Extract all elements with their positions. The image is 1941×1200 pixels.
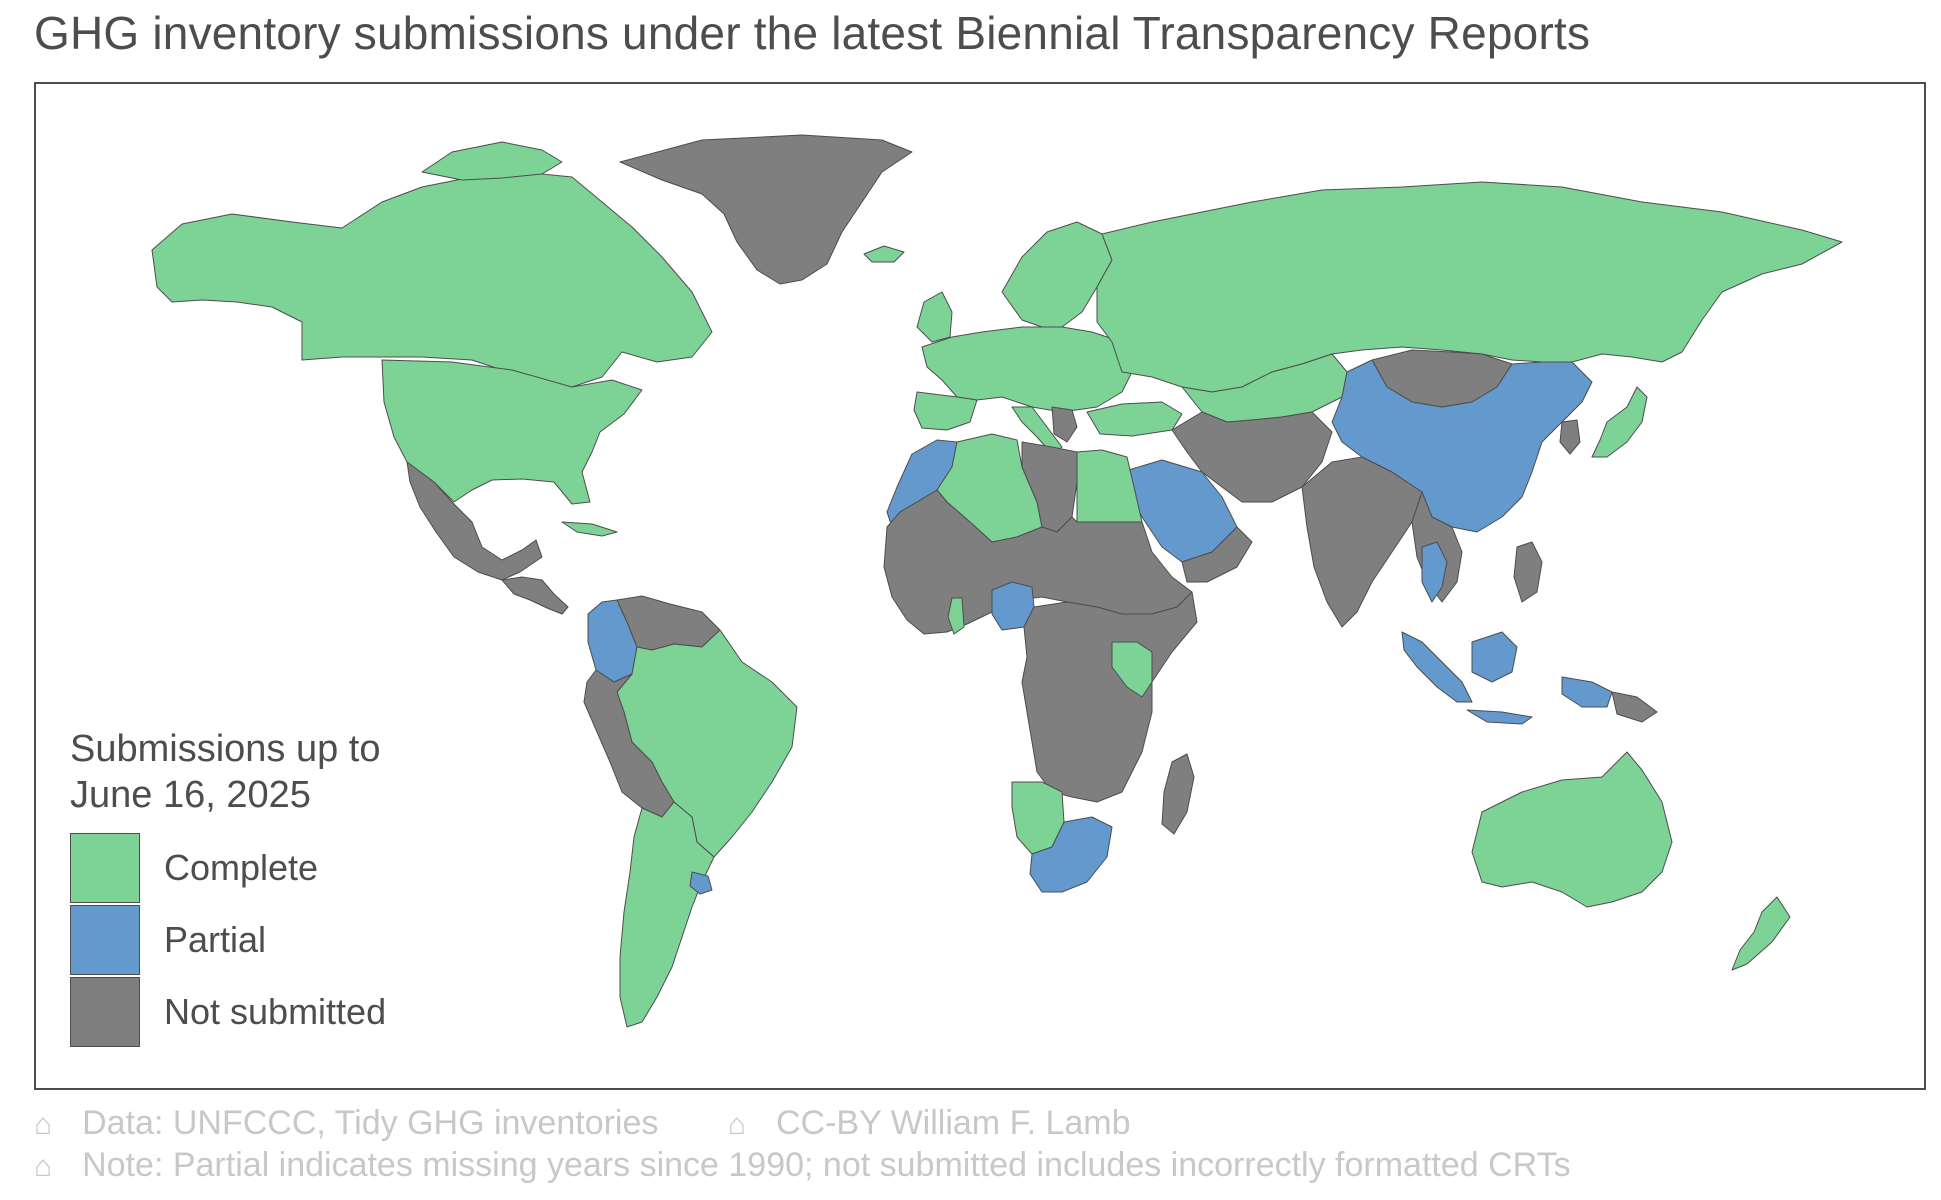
region-thailand xyxy=(1421,541,1448,603)
region-cuba xyxy=(561,521,618,537)
legend-item-partial: Partial xyxy=(70,904,450,976)
world-map xyxy=(151,134,1843,1028)
region-madagascar xyxy=(1161,753,1195,835)
region-western-europe xyxy=(921,326,1138,413)
region-iberia xyxy=(913,391,978,431)
legend-swatch-partial xyxy=(70,905,140,975)
region-yemen-oman xyxy=(1181,526,1253,583)
region-iran-central xyxy=(1171,411,1333,503)
legend-label-complete: Complete xyxy=(164,847,319,888)
map-title: GHG inventory submissions under the late… xyxy=(34,7,1591,59)
legend-swatch-not-submitted xyxy=(70,977,140,1047)
map-legend: Submissions up to June 16, 2025 Complete… xyxy=(70,726,450,1048)
region-uk-ireland xyxy=(916,291,953,343)
region-uruguay xyxy=(689,871,713,895)
legend-item-not-submitted: Not submitted xyxy=(70,976,450,1048)
region-ghana xyxy=(947,597,965,635)
region-balkans xyxy=(1051,406,1078,443)
footer-license: CC-BY William F. Lamb xyxy=(775,1104,1131,1142)
region-indonesia-sumatra xyxy=(1401,631,1473,703)
footer-data-source: Data: UNFCCC, Tidy GHG inventories xyxy=(82,1104,659,1142)
legend-label-not-submitted: Not submitted xyxy=(164,991,387,1032)
region-japan xyxy=(1591,386,1648,458)
footer-line-1: ⌂ Data: UNFCCC, Tidy GHG inventories ⌂ CC-… xyxy=(34,1104,1191,1143)
legend-title-line2: June 16, 2025 xyxy=(70,774,311,816)
map-panel xyxy=(34,82,1926,1090)
region-greenland xyxy=(619,134,913,285)
house-icon: ⌂ xyxy=(727,1108,746,1141)
region-scandinavia xyxy=(1001,221,1113,328)
region-central-america xyxy=(501,576,569,615)
region-indonesia-java xyxy=(1466,709,1533,725)
legend-title-line1: Submissions up to xyxy=(70,728,381,770)
region-turkey xyxy=(1086,401,1183,437)
region-indonesia-borneo xyxy=(1471,631,1518,683)
footer-line-2: ⌂ Note: Partial indicates missing years s… xyxy=(34,1146,1601,1185)
region-egypt xyxy=(1076,449,1143,523)
footer-note: Note: Partial indicates missing years si… xyxy=(82,1146,1571,1184)
legend-label-partial: Partial xyxy=(164,919,267,960)
region-canada-islands xyxy=(421,141,563,181)
region-russia xyxy=(1096,181,1843,393)
region-papua-new-guinea xyxy=(1611,691,1658,723)
region-india-south-asia xyxy=(1301,456,1423,628)
legend-item-complete: Complete xyxy=(70,832,450,904)
region-korea xyxy=(1559,419,1581,455)
region-argentina-chile xyxy=(619,801,715,1028)
region-kenya xyxy=(1111,641,1153,698)
legend-title: Submissions up to June 16, 2025 xyxy=(70,726,450,818)
region-central-africa xyxy=(1021,591,1198,803)
region-philippines xyxy=(1513,541,1543,603)
legend-swatch-complete xyxy=(70,833,140,903)
region-new-guinea xyxy=(1561,676,1613,708)
region-mexico xyxy=(406,461,543,581)
region-canada-alaska xyxy=(151,171,713,388)
region-china xyxy=(1331,359,1593,533)
region-southern-africa xyxy=(1029,816,1113,893)
house-icon: ⌂ xyxy=(34,1150,53,1183)
region-australia xyxy=(1471,751,1673,908)
house-icon: ⌂ xyxy=(34,1108,53,1141)
region-iceland xyxy=(863,245,905,263)
region-new-zealand xyxy=(1731,896,1791,971)
